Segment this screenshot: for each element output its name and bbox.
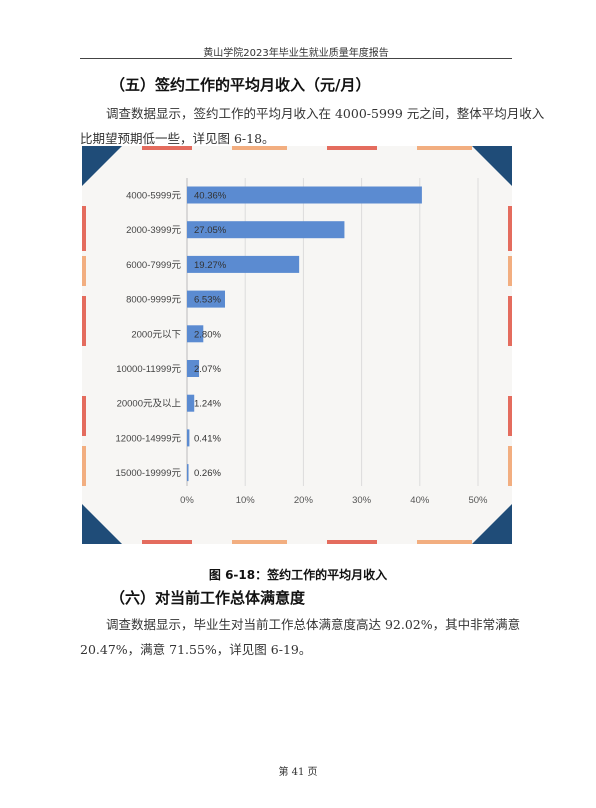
category-label: 12000-14999元 [116,433,182,444]
bar [187,221,345,239]
category-label: 4000-5999元 [126,191,181,202]
category-label: 6000-7999元 [126,260,181,271]
page-number: 第 41 页 [278,767,318,778]
paragraph-satisfaction: 调查数据显示，毕业生对当前工作总体满意度高达 92.02%，其中非常满意 20.… [80,612,521,662]
bar [187,255,300,273]
frame-stripe-left [82,296,86,346]
paragraph-salary: 调查数据显示，签约工作的平均月收入在 4000-5999 元之间，整体平均月收入… [80,101,545,151]
figure-caption: 图 6-18：签约工作的平均月收入 [208,568,388,582]
data-label: 27.05% [194,225,227,236]
corner-triangle-top-right [472,146,512,186]
x-tick-label: 50% [468,495,488,506]
frame-stripe-right [508,396,512,436]
frame-stripe-left [82,206,86,251]
frame-stripe-bottom [417,540,472,544]
bar [187,290,226,308]
bar [187,429,190,447]
x-tick-label: 40% [410,495,430,506]
chart-category-labels: 4000-5999元 2000-3999元 6000-7999元 8000-9999元… [116,191,182,480]
data-label: 6.53% [194,295,221,306]
corner-triangle-bottom-right [472,504,512,544]
corner-triangle-top-left [82,146,122,186]
data-label: 0.41% [194,433,221,444]
page-header: 黄山学院2023年毕业生就业质量年度报告 [203,48,389,59]
frame-stripe-bottom [232,540,287,544]
x-tick-label: 0% [180,495,194,506]
x-tick-label: 20% [294,495,314,506]
data-label: 0.26% [194,468,221,479]
category-label: 2000元以下 [131,329,181,340]
bar [187,394,195,412]
frame-stripe-left [82,446,86,486]
category-label: 8000-9999元 [126,295,181,306]
x-tick-label: 30% [352,495,372,506]
category-label: 10000-11999元 [116,364,181,375]
category-label: 2000-3999元 [126,225,181,236]
category-label: 20000元及以上 [117,399,182,410]
frame-stripe-right [508,256,512,286]
frame-stripe-top [417,146,472,150]
bar [187,325,204,343]
chart-canvas: 4000-5999元 2000-3999元 6000-7999元 8000-9999元… [82,146,512,544]
paragraph-salary-line1: 调查数据显示，签约工作的平均月收入在 4000-5999 元之间，整体平均月收入 [106,106,545,121]
bar [187,360,200,377]
chart-decoration [82,146,512,544]
section-heading-satisfaction: （六）对当前工作总体满意度 [110,589,306,607]
chart-data-labels: 40.36% 27.05% 19.27% 6.53% 2.80% 2.07% 1.24% 0.… [194,191,227,480]
section-heading-salary: （五）签约工作的平均月收入（元/月） [110,76,371,94]
frame-stripe-right [508,296,512,346]
frame-stripe-right [508,206,512,251]
category-label: 15000-19999元 [116,468,182,479]
header-rule [80,58,512,59]
frame-stripe-left [82,256,86,286]
data-label: 1.24% [194,399,221,410]
frame-stripe-top [232,146,287,150]
bar [187,464,189,482]
data-label: 2.80% [194,329,221,340]
chart-bars [187,186,422,482]
data-label: 40.36% [194,191,227,202]
frame-stripe-top [142,146,192,150]
salary-bar-chart: 4000-5999元 2000-3999元 6000-7999元 8000-9999元… [82,146,512,544]
chart-x-ticks: 0% 10% 20% 30% 40% 50% [180,495,488,506]
frame-stripe-top [327,146,377,150]
frame-stripe-right [508,446,512,486]
frame-stripe-left [82,396,86,436]
bar [187,186,422,204]
x-tick-label: 10% [236,495,256,506]
paragraph-salary-line2: 比期望预期低一些，详见图 6-18。 [80,131,275,146]
data-label: 19.27% [194,260,227,271]
paragraph-satisfaction-line2: 20.47%，满意 71.55%，详见图 6-19。 [80,642,312,657]
corner-triangle-bottom-left [82,504,122,544]
paragraph-satisfaction-line1: 调查数据显示，毕业生对当前工作总体满意度高达 92.02%，其中非常满意 [106,617,521,632]
frame-stripe-bottom [142,540,192,544]
data-label: 2.07% [194,364,221,375]
frame-stripe-bottom [327,540,377,544]
